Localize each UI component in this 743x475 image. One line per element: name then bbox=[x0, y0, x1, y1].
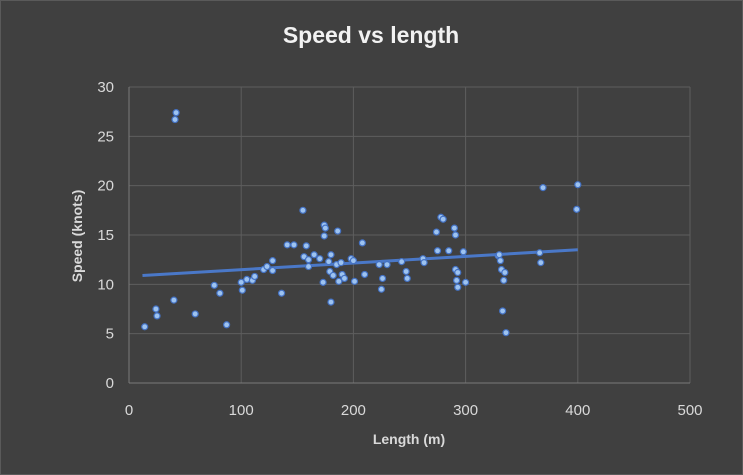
data-point bbox=[495, 251, 503, 259]
data-point bbox=[358, 239, 366, 247]
data-point bbox=[350, 277, 359, 285]
data-point bbox=[152, 305, 160, 313]
data-point bbox=[304, 262, 313, 271]
data-point bbox=[277, 289, 286, 297]
data-point bbox=[573, 205, 581, 213]
x-tick-label: 200 bbox=[341, 402, 366, 419]
data-points bbox=[141, 109, 582, 337]
x-axis-label: Length (m) bbox=[373, 431, 445, 447]
data-point bbox=[349, 257, 357, 265]
data-point bbox=[536, 249, 544, 257]
y-tick-label: 25 bbox=[97, 128, 114, 145]
data-point bbox=[216, 289, 224, 297]
data-point bbox=[445, 247, 453, 255]
data-point bbox=[462, 278, 470, 286]
data-point bbox=[340, 274, 349, 283]
data-point bbox=[451, 231, 460, 239]
gridlines bbox=[128, 86, 691, 384]
data-point bbox=[402, 267, 410, 276]
data-point bbox=[454, 268, 462, 277]
data-point bbox=[335, 277, 343, 285]
y-tick-label: 20 bbox=[97, 178, 114, 195]
data-point bbox=[459, 248, 467, 256]
data-point bbox=[383, 261, 391, 269]
data-point bbox=[439, 215, 447, 223]
data-point bbox=[299, 206, 307, 214]
data-point bbox=[433, 247, 442, 255]
data-point bbox=[361, 270, 369, 279]
data-point bbox=[432, 228, 441, 236]
data-point bbox=[403, 274, 411, 283]
data-point bbox=[398, 258, 406, 266]
data-point bbox=[238, 286, 246, 294]
data-point bbox=[191, 310, 199, 318]
y-tick-label: 15 bbox=[97, 227, 114, 244]
data-point bbox=[251, 272, 259, 281]
data-point bbox=[283, 241, 291, 249]
data-point bbox=[502, 329, 510, 337]
data-point bbox=[302, 242, 310, 250]
data-point bbox=[223, 321, 231, 329]
y-tick-label: 30 bbox=[97, 79, 114, 96]
data-point bbox=[269, 257, 277, 265]
data-point bbox=[378, 274, 387, 283]
y-tick-label: 0 bbox=[106, 375, 114, 392]
data-point bbox=[574, 181, 582, 189]
trendline bbox=[142, 248, 578, 277]
data-point bbox=[141, 323, 149, 331]
x-tick-label: 0 bbox=[125, 402, 133, 419]
data-point bbox=[310, 251, 318, 259]
data-point bbox=[454, 283, 462, 291]
data-point bbox=[539, 184, 547, 192]
y-tick-label: 10 bbox=[97, 276, 114, 293]
data-point bbox=[210, 281, 218, 289]
data-point bbox=[420, 259, 428, 267]
data-point bbox=[377, 285, 386, 293]
data-point bbox=[327, 298, 335, 306]
data-point bbox=[337, 259, 345, 267]
data-point bbox=[329, 271, 337, 280]
data-point bbox=[496, 257, 504, 265]
data-point bbox=[290, 241, 298, 249]
chart-title: Speed vs length bbox=[283, 22, 459, 48]
data-point bbox=[172, 109, 180, 117]
data-point bbox=[453, 276, 461, 284]
data-point bbox=[319, 278, 327, 286]
data-point bbox=[171, 115, 179, 124]
data-point bbox=[321, 224, 329, 232]
data-point bbox=[327, 251, 335, 259]
data-point bbox=[153, 312, 161, 320]
data-point bbox=[304, 256, 313, 264]
x-tick-label: 500 bbox=[677, 402, 702, 419]
data-point bbox=[269, 266, 277, 275]
trendline-group bbox=[142, 248, 578, 277]
x-tick-label: 400 bbox=[565, 402, 590, 419]
data-point bbox=[537, 259, 545, 267]
data-point bbox=[243, 275, 251, 283]
data-point bbox=[334, 227, 342, 235]
data-point bbox=[501, 268, 509, 277]
data-point bbox=[263, 262, 271, 271]
data-point bbox=[375, 261, 383, 269]
data-point bbox=[320, 232, 328, 240]
data-point bbox=[170, 296, 178, 304]
x-tick-label: 300 bbox=[453, 402, 478, 419]
data-point bbox=[237, 278, 245, 286]
x-tick-label: 100 bbox=[229, 402, 254, 419]
y-tick-label: 5 bbox=[106, 326, 114, 343]
data-point bbox=[500, 276, 508, 284]
data-point bbox=[499, 307, 507, 315]
data-point bbox=[450, 224, 458, 232]
y-axis-label: Speed (knots) bbox=[69, 190, 85, 283]
data-point bbox=[316, 255, 324, 263]
data-point bbox=[325, 258, 333, 266]
